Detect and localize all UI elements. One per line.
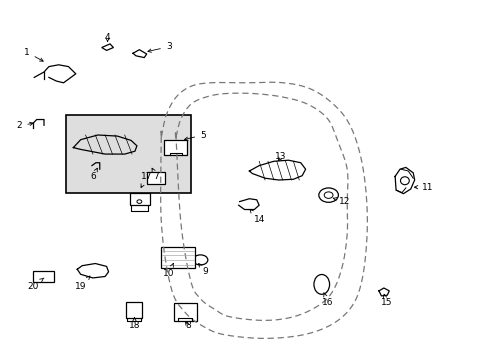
Text: 4: 4 xyxy=(104,33,110,42)
Text: 15: 15 xyxy=(380,294,391,307)
Text: 10: 10 xyxy=(163,264,174,278)
Text: 2: 2 xyxy=(17,122,33,130)
Bar xyxy=(173,303,197,321)
Text: 1: 1 xyxy=(24,48,43,61)
Bar xyxy=(33,271,54,282)
Text: 7: 7 xyxy=(152,168,159,181)
Bar xyxy=(163,140,187,155)
Text: 6: 6 xyxy=(90,168,97,181)
Bar xyxy=(161,247,194,268)
FancyBboxPatch shape xyxy=(66,115,190,193)
Text: 17: 17 xyxy=(141,172,152,188)
Bar xyxy=(129,193,150,205)
Text: 19: 19 xyxy=(75,276,90,291)
Text: 14: 14 xyxy=(249,210,264,224)
Bar xyxy=(146,172,165,184)
Text: 16: 16 xyxy=(321,293,333,307)
Text: 3: 3 xyxy=(147,42,171,52)
Text: 13: 13 xyxy=(275,152,286,161)
Text: 12: 12 xyxy=(333,197,350,206)
Text: 18: 18 xyxy=(128,318,140,330)
Text: 5: 5 xyxy=(184,130,205,140)
Text: 11: 11 xyxy=(414,183,433,192)
Text: 9: 9 xyxy=(198,264,208,276)
Text: 20: 20 xyxy=(27,278,44,291)
Bar xyxy=(126,302,142,318)
Text: 8: 8 xyxy=(185,321,191,330)
